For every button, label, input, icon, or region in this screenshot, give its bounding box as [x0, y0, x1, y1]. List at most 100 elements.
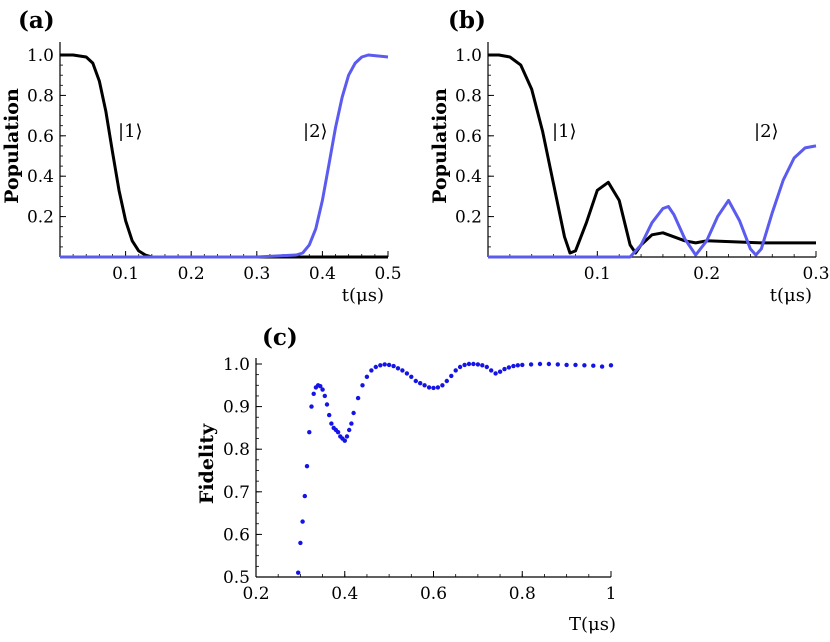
data-point: [298, 540, 303, 546]
data-point: [360, 383, 365, 388]
series-line-a-0: [60, 53, 388, 259]
chart-b: 0.2 0.4 0.6 0.8 1.0 0.1 0.2 0.3: [455, 42, 830, 284]
data-point: [300, 519, 305, 524]
data-point: [502, 366, 507, 372]
data-point: [324, 402, 330, 407]
data-point: [564, 362, 569, 368]
data-point: [422, 383, 427, 388]
data-point: [400, 368, 405, 373]
panel-c-ylabel: Fidelity: [196, 423, 218, 504]
data-point: [413, 378, 418, 384]
data-point: [322, 393, 327, 399]
y-tick-label-b: 1.0: [455, 46, 482, 66]
data-point: [426, 385, 432, 390]
data-point: [591, 363, 596, 368]
y-tick-label-c: 0.8: [223, 440, 250, 460]
y-tick-label-c: 0.6: [223, 525, 250, 545]
y-tick-label-a: 0.2: [27, 208, 54, 228]
data-point: [335, 430, 341, 435]
data-point: [373, 364, 378, 370]
y-tick-label-a: 1.0: [27, 46, 54, 66]
y-tick-label-c: 0.5: [223, 568, 250, 588]
data-point: [307, 430, 312, 435]
data-point: [440, 383, 445, 388]
data-point: [320, 387, 325, 392]
data-point: [435, 385, 441, 390]
plot-layer: 0.20.40.60.81.00.1 0.2 0.3 0.4 0.50.20.40.60…: [27, 42, 830, 604]
y-tick-label-c: 1.0: [223, 355, 250, 375]
x-tick-label-a: 0.3: [243, 264, 270, 284]
data-point: [304, 464, 310, 469]
data-point: [449, 373, 454, 379]
x-tick-label-c: 0.8: [509, 584, 536, 604]
data-point: [608, 363, 614, 368]
data-point: [369, 368, 374, 373]
x-tick-label-a: 0.1: [112, 264, 139, 284]
data-point: [342, 438, 347, 443]
data-point: [462, 362, 467, 368]
data-point: [404, 371, 410, 376]
data-point: [515, 363, 520, 368]
x-tick-label-b: 0.3: [802, 264, 829, 284]
data-point: [431, 385, 436, 391]
data-point: [497, 369, 503, 374]
data-point: [409, 374, 414, 379]
y-tick-label-b: 0.4: [455, 167, 482, 187]
x-tick-label-c: 0.2: [242, 584, 269, 604]
data-point: [382, 362, 387, 367]
data-point: [311, 391, 316, 396]
data-point: [302, 493, 307, 499]
data-point: [506, 365, 512, 370]
data-point: [537, 361, 543, 367]
y-tick-label-b: 0.8: [455, 86, 482, 106]
data-point: [528, 362, 534, 367]
data-point: [599, 364, 605, 369]
data-point: [493, 371, 498, 376]
y-tick-label-a: 0.6: [27, 127, 54, 147]
panel-b-annotation-2: |2⟩: [754, 121, 779, 142]
data-point: [395, 366, 401, 371]
y-tick-label-a: 0.4: [27, 167, 54, 187]
data-point: [457, 364, 463, 370]
data-point: [344, 434, 350, 439]
data-point: [418, 381, 423, 386]
data-point: [351, 410, 356, 416]
data-point: [444, 378, 449, 384]
data-point: [364, 374, 370, 379]
panel-b-ylabel: Population: [429, 88, 451, 204]
panel-b-annotation-1: |1⟩: [552, 121, 577, 142]
data-point: [546, 361, 552, 367]
panel-b-label: (b): [448, 7, 486, 34]
data-point: [327, 412, 332, 418]
data-point: [489, 368, 494, 373]
chart-c: 0.5 0.6 0.7 0.8 0.9 1.0 0.2 0.4 0.6 0.8 1: [223, 355, 616, 604]
series-line-a-1: [60, 53, 389, 259]
data-point: [511, 363, 516, 369]
panel-a-xlabel: t(μs): [342, 285, 384, 306]
panel-c: (c) Fidelity T(μs): [196, 324, 616, 635]
panel-c-label: (c): [262, 324, 298, 351]
data-point: [484, 364, 489, 370]
x-tick-label-c: 1: [606, 584, 617, 604]
data-point: [347, 427, 352, 433]
data-point: [391, 363, 396, 369]
data-point: [480, 363, 485, 368]
x-tick-label-a: 0.4: [309, 264, 336, 284]
panel-b-xlabel: t(μs): [770, 285, 812, 306]
y-tick-label-b: 0.6: [455, 127, 482, 147]
panel-a-label: (a): [18, 7, 55, 34]
data-point: [573, 362, 578, 368]
data-point: [349, 421, 354, 426]
data-point: [475, 362, 481, 367]
data-point: [582, 363, 587, 368]
x-tick-label-a: 0.5: [374, 264, 401, 284]
panel-a-ylabel: Population: [1, 88, 23, 204]
data-point: [355, 395, 361, 401]
x-tick-label-a: 0.2: [178, 264, 205, 284]
data-point: [453, 368, 458, 373]
data-point: [309, 404, 314, 409]
data-point: [378, 363, 383, 368]
panel-a: (a) Population |1⟩ |2⟩ t(μs): [1, 7, 384, 306]
y-tick-label-a: 0.8: [27, 86, 54, 106]
